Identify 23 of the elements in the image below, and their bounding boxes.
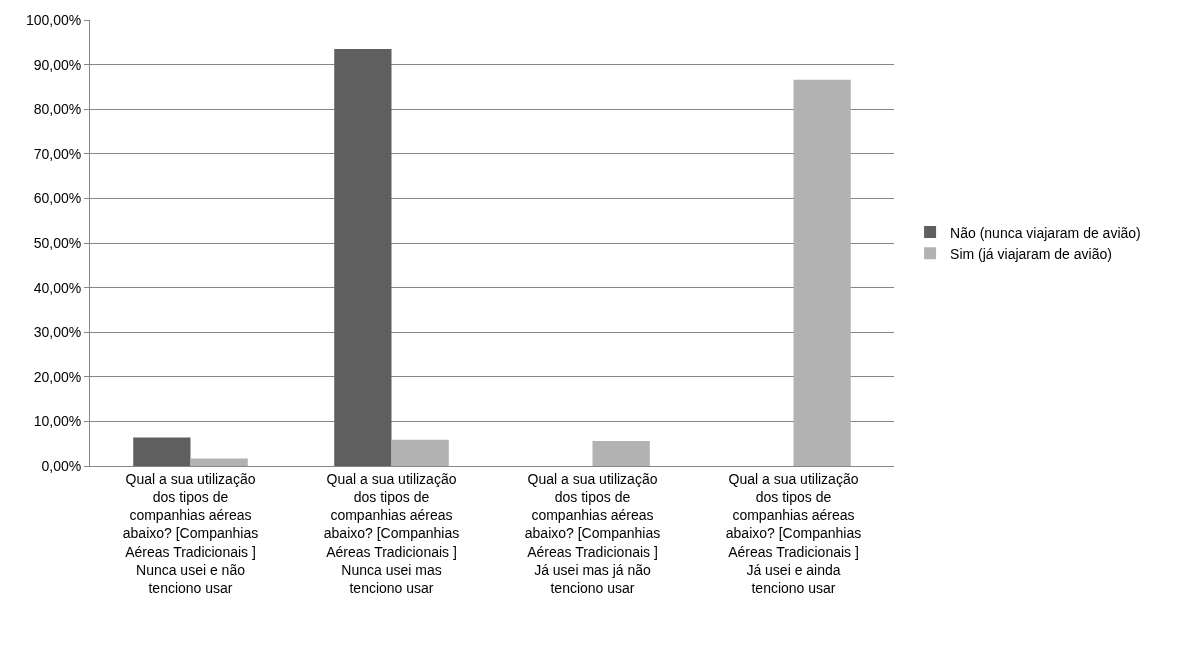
x-tick-label: Qual a sua utilização dos tipos de companhias aéreas abaixo? [Companhias Aéreas Tradicionais ] Nunca usei mas tenciono usar	[323, 470, 460, 596]
legend-label: Sim (já viajaram de avião)	[950, 245, 1112, 262]
y-tick-label: 40,00%	[33, 279, 82, 296]
y-tick-label: 70,00%	[33, 145, 82, 162]
x-tick-label: Qual a sua utilização dos tipos de companhias aéreas abaixo? [Companhias Aéreas Tradicionais ] Já usei mas já não tenciono usar	[524, 470, 661, 596]
y-tick-label: 60,00%	[33, 190, 82, 207]
bar	[190, 458, 248, 466]
y-tick-label: 80,00%	[33, 101, 82, 118]
y-tick-label: 30,00%	[33, 324, 82, 341]
y-tick-label: 100,00%	[25, 11, 82, 28]
bar	[391, 439, 449, 466]
y-tick-label: 0,00%	[41, 457, 82, 474]
bar	[592, 441, 650, 466]
x-tick-label: Qual a sua utilização dos tipos de companhias aéreas abaixo? [Companhias Aéreas Tradicionais ] Já usei e ainda tenciono usar	[725, 470, 862, 596]
bar	[793, 79, 851, 466]
bar	[133, 437, 191, 466]
y-tick-label: 50,00%	[33, 234, 82, 251]
x-tick-label: Qual a sua utilização dos tipos de companhias aéreas abaixo? [Companhias Aéreas Tradicionais ] Nunca usei e não tenciono usar	[122, 470, 259, 596]
y-tick-label: 90,00%	[33, 56, 82, 73]
legend-label: Não (nunca viajaram de avião)	[950, 224, 1141, 241]
bar	[334, 48, 392, 466]
y-tick-label: 20,00%	[33, 368, 82, 385]
y-tick-label: 10,00%	[33, 413, 82, 430]
